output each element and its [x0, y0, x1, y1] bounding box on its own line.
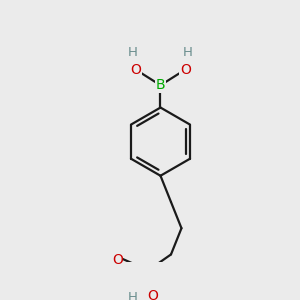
Text: B: B — [156, 78, 165, 92]
Text: H: H — [128, 46, 138, 59]
Text: O: O — [180, 62, 191, 76]
Text: O: O — [112, 253, 123, 267]
Text: H: H — [183, 46, 193, 59]
Text: O: O — [130, 62, 141, 76]
Text: O: O — [147, 290, 158, 300]
Text: H: H — [128, 291, 138, 300]
